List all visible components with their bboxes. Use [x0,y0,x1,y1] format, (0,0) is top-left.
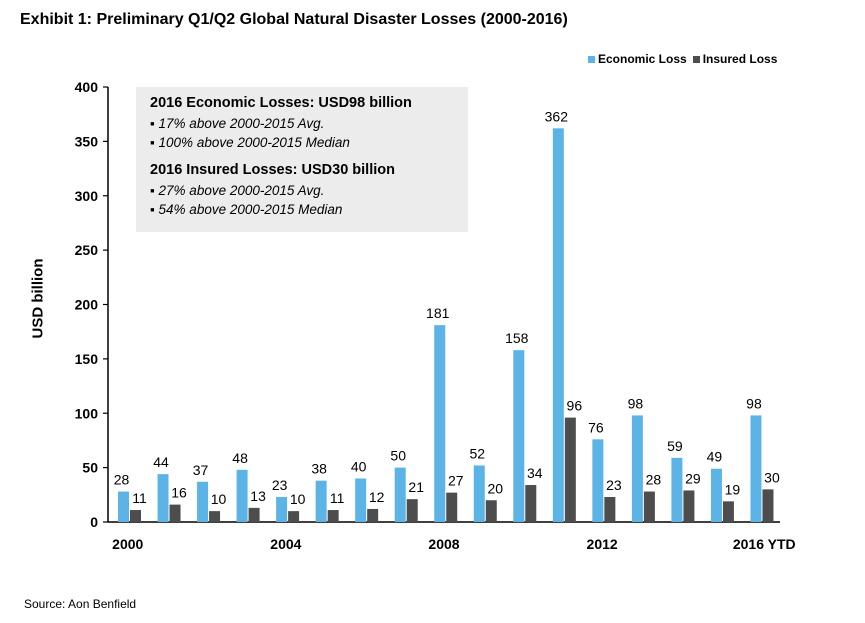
bar-insured [169,504,181,522]
data-label-insured: 27 [448,473,464,489]
bar-economic [710,468,722,522]
bar-insured [485,500,497,522]
bar-economic [197,481,209,522]
x-tick-label: 2012 [587,536,618,552]
x-tick-label: 2000 [112,536,143,552]
data-label-economic: 98 [746,395,762,411]
bar-insured [604,496,616,522]
chart-title: Exhibit 1: Preliminary Q1/Q2 Global Natu… [20,11,568,28]
bar-economic [631,415,643,522]
bar-insured [643,491,655,522]
y-tick-label: 0 [90,514,98,530]
data-label-insured: 28 [646,472,662,488]
bar-economic [157,474,169,522]
data-label-insured: 21 [408,479,424,495]
economic-heading: 2016 Economic Losses: USD98 billion [150,95,412,111]
bar-insured [722,501,734,522]
data-label-economic: 158 [505,330,529,346]
data-label-insured: 11 [330,490,345,506]
bar-insured [367,508,379,522]
data-label-economic: 98 [628,395,644,411]
bar-economic [473,465,485,522]
legend-swatch-insured [692,55,700,63]
bar-economic [315,480,327,522]
bar-economic [671,457,683,522]
insured-heading: 2016 Insured Losses: USD30 billion [150,162,395,178]
data-label-economic: 362 [545,108,569,124]
legend: Economic Loss Insured Loss [588,52,783,66]
bar-insured [406,499,418,522]
y-tick-label: 200 [75,297,99,313]
data-label-insured: 16 [171,485,187,501]
data-label-economic: 76 [588,419,604,435]
data-label-economic: 40 [351,459,367,475]
data-label-insured: 19 [725,481,741,497]
bar-insured [683,490,695,522]
bar-insured [288,511,300,522]
data-label-economic: 50 [390,448,406,464]
data-label-economic: 49 [707,449,723,465]
bar-economic [118,491,129,522]
data-label-economic: 59 [667,438,683,454]
legend-item-insured: Insured Loss [692,52,778,66]
bar-economic [513,350,525,522]
bar-economic [276,496,288,522]
bar-insured [327,510,339,522]
legend-swatch-economic [588,55,595,63]
data-label-economic: 44 [153,454,169,470]
legend-label-insured: Insured Loss [702,52,778,66]
bar-economic [750,415,762,522]
data-label-economic: 48 [232,450,248,466]
insured-bullet-median: ▪ 54% above 2000-2015 Median [150,202,343,217]
x-tick-label: 2016 YTD [733,536,796,552]
x-tick-label: 2004 [270,536,301,552]
source-note: Source: Aon Benfield [24,597,137,611]
x-tick-label: 2008 [428,536,459,552]
y-tick-label: 250 [75,242,99,258]
data-label-economic: 181 [426,305,450,321]
legend-label-economic: Economic Loss [598,52,687,66]
bar-economic [355,478,367,522]
data-label-insured: 96 [567,398,583,414]
bar-insured [248,507,260,522]
bar-economic [394,467,406,522]
data-label-insured: 23 [606,477,622,493]
y-tick-label: 150 [75,351,99,367]
bar-insured [130,510,141,522]
data-label-insured: 10 [211,491,227,507]
bar-insured [525,485,537,522]
y-tick-label: 400 [75,79,99,95]
bar-insured [209,511,221,522]
bar-economic [552,128,564,522]
economic-bullet-avg: ▪ 17% above 2000-2015 Avg. [150,116,325,131]
bar-insured [762,489,774,522]
data-label-insured: 29 [685,470,701,486]
y-tick-label: 350 [75,133,99,149]
y-tick-label: 300 [75,188,99,204]
data-label-insured: 13 [250,488,266,504]
bar-economic [592,439,604,522]
legend-item-economic: Economic Loss [588,52,687,66]
data-label-economic: 38 [311,461,327,477]
data-label-economic: 28 [114,472,130,488]
data-label-insured: 10 [290,491,306,507]
data-label-economic: 23 [272,477,288,493]
y-tick-label: 100 [75,405,99,421]
data-label-insured: 20 [487,480,503,496]
bar-economic [434,325,446,522]
insured-bullet-avg: ▪ 27% above 2000-2015 Avg. [150,183,325,198]
info-box: 2016 Economic Losses: USD98 billion ▪ 17… [136,87,468,232]
data-label-insured: 30 [764,469,780,485]
data-label-insured: 11 [132,490,147,506]
y-tick-label: 50 [82,460,98,476]
data-label-insured: 12 [369,489,385,505]
data-label-insured: 34 [527,465,543,481]
bar-insured [446,492,458,522]
economic-bullet-median: ▪ 100% above 2000-2015 Median [150,135,350,150]
bar-insured [564,417,576,522]
data-label-economic: 52 [469,445,485,461]
bar-economic [236,469,248,522]
data-label-economic: 37 [193,462,209,478]
